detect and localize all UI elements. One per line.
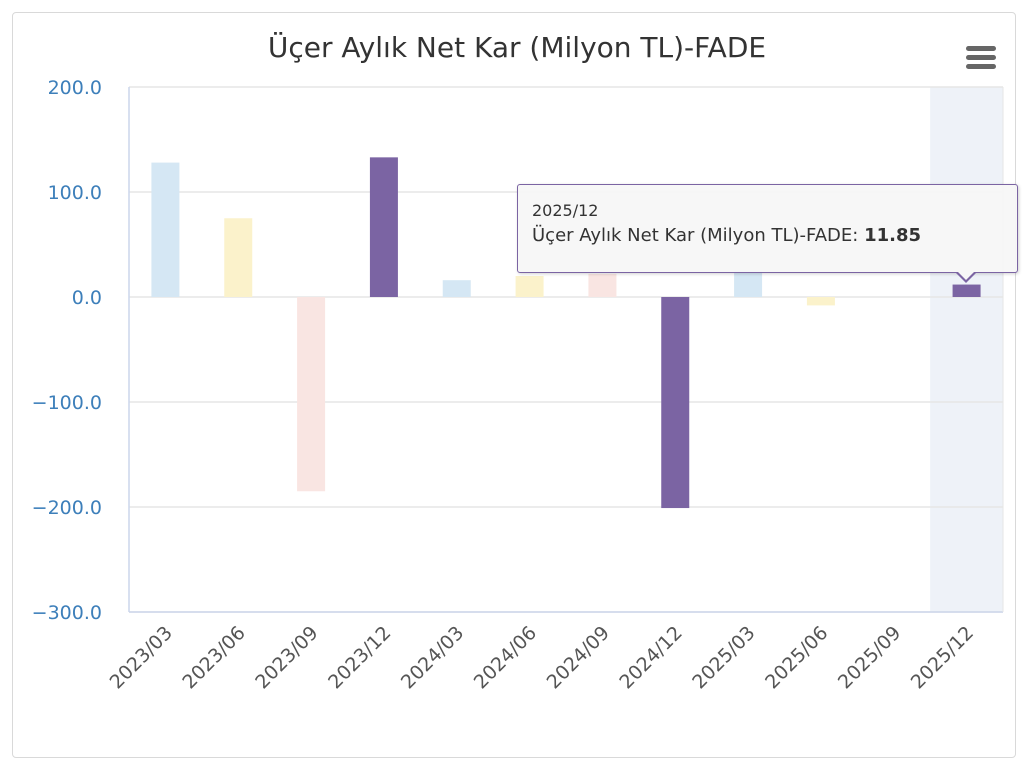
x-axis-labels: 2023/03 2023/06 2023/09 2023/12 2024/03 2024/… <box>106 622 979 693</box>
y-tick-label: 0.0 <box>72 287 102 309</box>
x-tick-label: 2025/03 <box>688 622 759 693</box>
y-tick-label: −200.0 <box>32 497 102 519</box>
x-tick-label: 2024/06 <box>470 622 541 693</box>
y-tick-label: −300.0 <box>32 602 102 624</box>
bar-2023-09[interactable] <box>297 297 326 492</box>
chart-title: Üçer Aylık Net Kar (Milyon TL)-FADE <box>268 30 766 64</box>
bar-2024-12[interactable] <box>661 297 690 509</box>
tooltip: 2025/12 Üçer Aylık Net Kar (Milyon TL)-F… <box>517 184 1018 273</box>
highlight-band <box>930 87 1003 612</box>
tooltip-separator: : <box>852 225 859 246</box>
bar-2024-09[interactable] <box>588 273 617 297</box>
x-tick-label: 2023/12 <box>324 622 395 693</box>
x-tick-label: 2025/09 <box>834 622 905 693</box>
x-tick-label: 2023/09 <box>251 622 322 693</box>
tooltip-date: 2025/12 <box>532 201 599 220</box>
y-tick-label: 100.0 <box>48 182 102 204</box>
y-tick-label: −100.0 <box>32 392 102 414</box>
bar-2024-06[interactable] <box>515 276 544 297</box>
bar-2025-03[interactable] <box>734 270 763 297</box>
chart-card <box>12 12 1016 758</box>
x-tick-label: 2025/06 <box>761 622 832 693</box>
bars <box>151 157 981 509</box>
x-tick-label: 2023/06 <box>178 622 249 693</box>
y-axis-labels: 200.0 100.0 0.0 −100.0 −200.0 −300.0 <box>32 77 102 624</box>
x-tick-label: 2024/12 <box>615 622 686 693</box>
grid-lines <box>128 86 1004 613</box>
bar-2025-12[interactable] <box>952 284 981 297</box>
tooltip-series-label: Üçer Aylık Net Kar (Milyon TL)-FADE <box>532 225 853 246</box>
tooltip-caret <box>955 271 977 283</box>
chart-menu-button[interactable] <box>962 44 998 72</box>
x-tick-label: 2024/09 <box>543 622 614 693</box>
tooltip-row: Üçer Aylık Net Kar (Milyon TL)-FADE: 11.… <box>532 222 1003 250</box>
x-tick-label: 2025/12 <box>907 622 978 693</box>
x-tick-label: 2023/03 <box>106 622 177 693</box>
bar-2023-12[interactable] <box>369 157 398 297</box>
bar-2025-06[interactable] <box>806 297 835 306</box>
tooltip-value: 11.85 <box>864 225 922 246</box>
bar-2023-03[interactable] <box>151 162 180 297</box>
bar-2024-03[interactable] <box>442 280 471 297</box>
plot-background <box>930 87 1003 612</box>
y-tick-label: 200.0 <box>48 77 102 99</box>
x-tick-label: 2024/03 <box>397 622 468 693</box>
bar-2023-06[interactable] <box>224 218 253 297</box>
